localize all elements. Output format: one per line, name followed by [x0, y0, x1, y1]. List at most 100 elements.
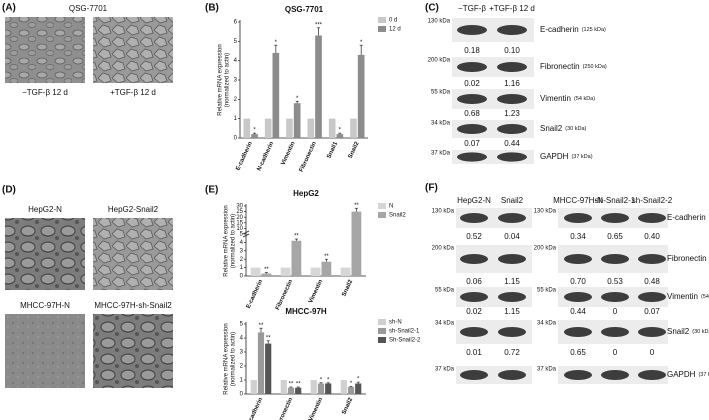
x-tick-label: Fibronectin	[275, 397, 294, 420]
bar	[272, 52, 280, 138]
bar	[336, 134, 344, 138]
panel-label: (D)	[2, 185, 16, 196]
blot-band	[498, 213, 526, 223]
blot-band	[601, 292, 629, 302]
x-tick-label: Snail2	[341, 396, 354, 415]
band-quantification: 0.02	[464, 79, 480, 88]
band-quantification: 0.40	[644, 232, 660, 241]
bar	[250, 267, 261, 276]
y-tick-label: 3	[240, 350, 244, 356]
band-quantification: 0.44	[570, 307, 586, 316]
x-tick-label: Vimentin	[280, 141, 296, 167]
axis-break	[242, 233, 250, 238]
y-axis-label: (normalized to actin)	[225, 53, 231, 107]
protein-name: E-cadherin	[667, 213, 706, 222]
y-tick-label: 4	[240, 240, 244, 246]
band-quantification: 0.10	[504, 46, 520, 55]
chart-title: HepG2	[293, 189, 319, 198]
size-marker: 37 kDa	[537, 367, 557, 373]
band-quantification: 0	[650, 348, 655, 357]
protein-name: GAPDH	[540, 152, 569, 161]
y-axis-label: (normalized to actin)	[231, 332, 237, 386]
y-tick-label: 3	[234, 78, 238, 84]
significance-label: *	[275, 40, 278, 46]
blot-band	[457, 152, 487, 162]
bar	[328, 118, 336, 138]
bar	[350, 118, 357, 138]
protein-size: (250 kDa)	[583, 64, 607, 70]
band-quantification: 0.53	[607, 277, 623, 286]
panel-label: (A)	[2, 3, 16, 14]
protein-size: (54 kDa)	[701, 294, 709, 300]
x-tick-label: Vimentin	[308, 279, 324, 305]
chart-title: QSG-7701	[285, 5, 324, 14]
bar	[355, 383, 362, 394]
bar	[321, 261, 332, 276]
protein-label: Snail2(30 kDa)	[667, 327, 709, 336]
panel-title: QSG-7701	[69, 4, 108, 13]
blot-band	[457, 62, 487, 72]
y-tick-label: 3	[240, 248, 244, 254]
bar	[280, 380, 287, 394]
size-marker: 130 kDa	[432, 209, 455, 215]
significance-label: **	[354, 203, 359, 209]
lane-label: Snail2	[501, 196, 524, 205]
band-quantification: 0.07	[644, 307, 660, 316]
blot-band	[498, 254, 526, 264]
blot-band	[498, 370, 526, 380]
band-quantification: 0.52	[466, 232, 482, 241]
protein-name: Fibronectin	[667, 254, 707, 263]
significance-label: *	[339, 128, 342, 134]
band-quantification: 0.70	[570, 277, 586, 286]
size-marker: 130 kDa	[534, 209, 557, 215]
legend-swatch	[378, 337, 386, 343]
bar	[264, 118, 272, 138]
y-tick-label: 20	[236, 215, 243, 221]
image-caption: HepG2-Snail2	[108, 205, 159, 214]
band-quantification: 0.48	[644, 277, 660, 286]
band-quantification: 0.18	[464, 46, 480, 55]
size-marker: 130 kDa	[428, 19, 451, 25]
protein-label: GAPDH(37 kDa)	[667, 370, 709, 379]
legend-swatch	[378, 17, 386, 23]
blot-band	[564, 327, 592, 337]
y-tick-label: 15	[236, 220, 243, 226]
image-caption: −TGF-β 12 d	[22, 88, 68, 97]
x-tick-label: Snail1	[326, 140, 339, 159]
x-tick-label: E-cadherin	[246, 279, 265, 310]
blot-band	[498, 292, 526, 302]
blot-strip	[456, 208, 532, 228]
panel-label: (E)	[205, 185, 218, 196]
image-caption: HepG2-N	[28, 205, 62, 214]
significance-label: **	[296, 382, 301, 388]
blot-band	[564, 254, 592, 264]
y-tick-label: 30	[236, 204, 243, 210]
legend-label: sh-N	[389, 320, 402, 326]
blot-band	[498, 327, 526, 337]
band-quantification: 0.07	[464, 139, 480, 148]
size-marker: 34 kDa	[431, 121, 451, 127]
band-quantification: 1.16	[504, 79, 520, 88]
bar	[250, 380, 257, 394]
y-tick-label: 0	[240, 392, 244, 398]
blot-band	[457, 124, 487, 134]
protein-label: Fibronectin(250 kDa)	[667, 254, 709, 263]
size-marker: 37 kDa	[431, 151, 451, 157]
y-axis-label: (normalized to actin)	[231, 214, 237, 268]
band-quantification: 0.06	[466, 277, 482, 286]
protein-label: GAPDH(37 kDa)	[540, 152, 593, 161]
y-tick-label: 1	[240, 378, 244, 384]
legend-label: 0 d	[389, 18, 397, 24]
legend-label: Snail2	[389, 213, 406, 219]
significance-label: *	[296, 96, 299, 102]
size-marker: 55 kDa	[435, 288, 455, 294]
significance-label: *	[253, 128, 256, 134]
significance-label: **	[259, 323, 264, 329]
x-tick-label: Vimentin	[308, 397, 324, 420]
legend-swatch	[378, 26, 386, 32]
significance-label: **	[324, 254, 329, 260]
y-tick-label: 6	[234, 20, 238, 26]
significance-label: *	[357, 377, 360, 383]
bar	[251, 134, 258, 138]
